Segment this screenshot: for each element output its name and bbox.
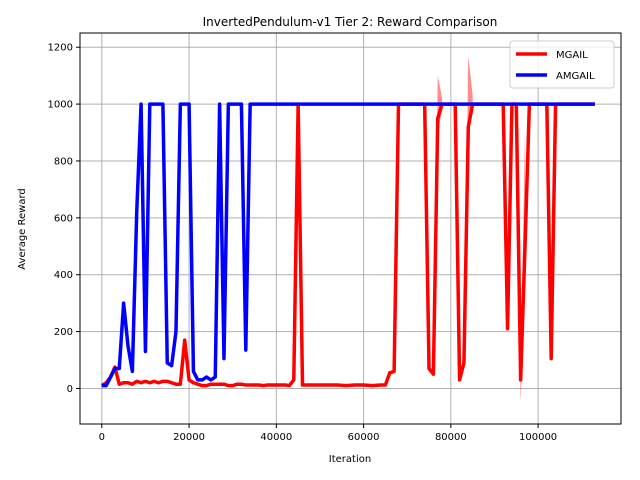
- series-line-amgail: [101, 102, 595, 388]
- x-axis-ticks: 0 20000 40000 60000 80000 100000: [99, 424, 557, 443]
- y-tick-label: 400: [54, 270, 73, 281]
- plot-frame: [79, 32, 622, 425]
- y-tick-label: 1000: [48, 100, 73, 111]
- y-axis-title: Average Reward: [17, 188, 28, 269]
- y-tick-label: 1200: [48, 43, 73, 54]
- y-tick-label: 0: [67, 384, 73, 395]
- legend-label-amgail: AMGAIL: [556, 71, 595, 82]
- y-tick-label: 200: [54, 327, 73, 338]
- y-axis-ticks: 0 200 400 600 800 1000 1200: [48, 43, 80, 395]
- grid: [80, 33, 621, 424]
- y-tick-label: 800: [54, 156, 73, 167]
- x-tick-label: 20000: [173, 432, 205, 443]
- x-tick-label: 60000: [348, 432, 380, 443]
- x-axis-title: Iteration: [329, 454, 371, 465]
- y-tick-label: 600: [54, 213, 73, 224]
- legend: MGAIL AMGAIL: [509, 40, 615, 89]
- x-tick-label: 100000: [519, 432, 557, 443]
- legend-label-mgail: MGAIL: [556, 50, 588, 61]
- chart-title: InvertedPendulum-v1 Tier 2: Reward Compa…: [203, 15, 498, 29]
- x-tick-label: 0: [99, 432, 105, 443]
- x-tick-label: 80000: [435, 432, 467, 443]
- series-lines: [100, 102, 595, 388]
- series-line-mgail: [100, 102, 595, 388]
- x-tick-label: 40000: [260, 432, 292, 443]
- confidence-band: [463, 55, 473, 363]
